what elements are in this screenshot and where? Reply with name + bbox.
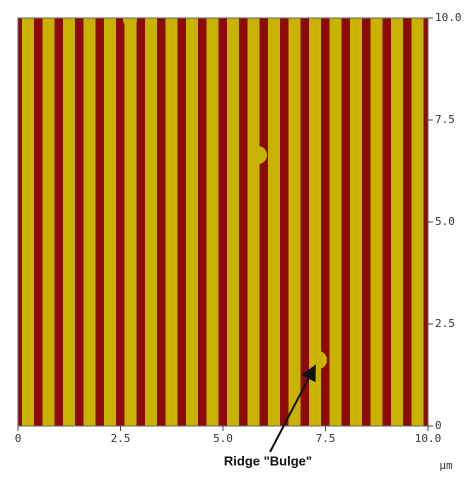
ridge-stripe <box>84 18 96 426</box>
ridge-stripe <box>227 18 239 426</box>
x-tick-label: 0 <box>15 432 22 445</box>
ridge-stripe <box>248 18 260 426</box>
y-tick-label: 5.0 <box>435 215 455 228</box>
ridge-stripe <box>371 18 383 426</box>
x-axis-label: µm <box>439 459 453 472</box>
ridge-stripe <box>145 18 157 426</box>
annotation: Ridge "Bulge" <box>224 453 312 468</box>
ridge-stripe <box>268 18 280 426</box>
ridge-bulge <box>249 146 267 164</box>
x-tick-label: 7.5 <box>316 432 336 445</box>
ridge-stripe <box>391 18 403 426</box>
ridge-stripe <box>330 18 342 426</box>
ridge-bulge <box>123 13 137 27</box>
y-tick-label: 2.5 <box>435 317 455 330</box>
afm-figure: Ridge "Bulge" µm 02.55.07.510.002.55.07.… <box>0 0 471 475</box>
ridge-stripe <box>289 18 301 426</box>
ridge-stripe <box>207 18 219 426</box>
ridge-stripe <box>186 18 198 426</box>
y-tick-label: 10.0 <box>435 11 462 24</box>
ridge-bulge <box>309 351 327 369</box>
x-tick-label: 5.0 <box>213 432 233 445</box>
x-tick-label: 2.5 <box>111 432 131 445</box>
y-tick-label: 7.5 <box>435 113 455 126</box>
afm-image <box>18 13 444 426</box>
ridge-stripe <box>43 18 55 426</box>
x-tick-label: 10.0 <box>415 432 442 445</box>
ridge-stripe <box>166 18 178 426</box>
ridge-stripe <box>125 18 137 426</box>
ridge-stripe <box>63 18 75 426</box>
ridge-stripe <box>22 18 34 426</box>
ridge-stripe <box>412 18 424 426</box>
y-tick-label: 0 <box>435 419 442 432</box>
ridge-stripe <box>350 18 362 426</box>
ridge-stripe <box>104 18 116 426</box>
